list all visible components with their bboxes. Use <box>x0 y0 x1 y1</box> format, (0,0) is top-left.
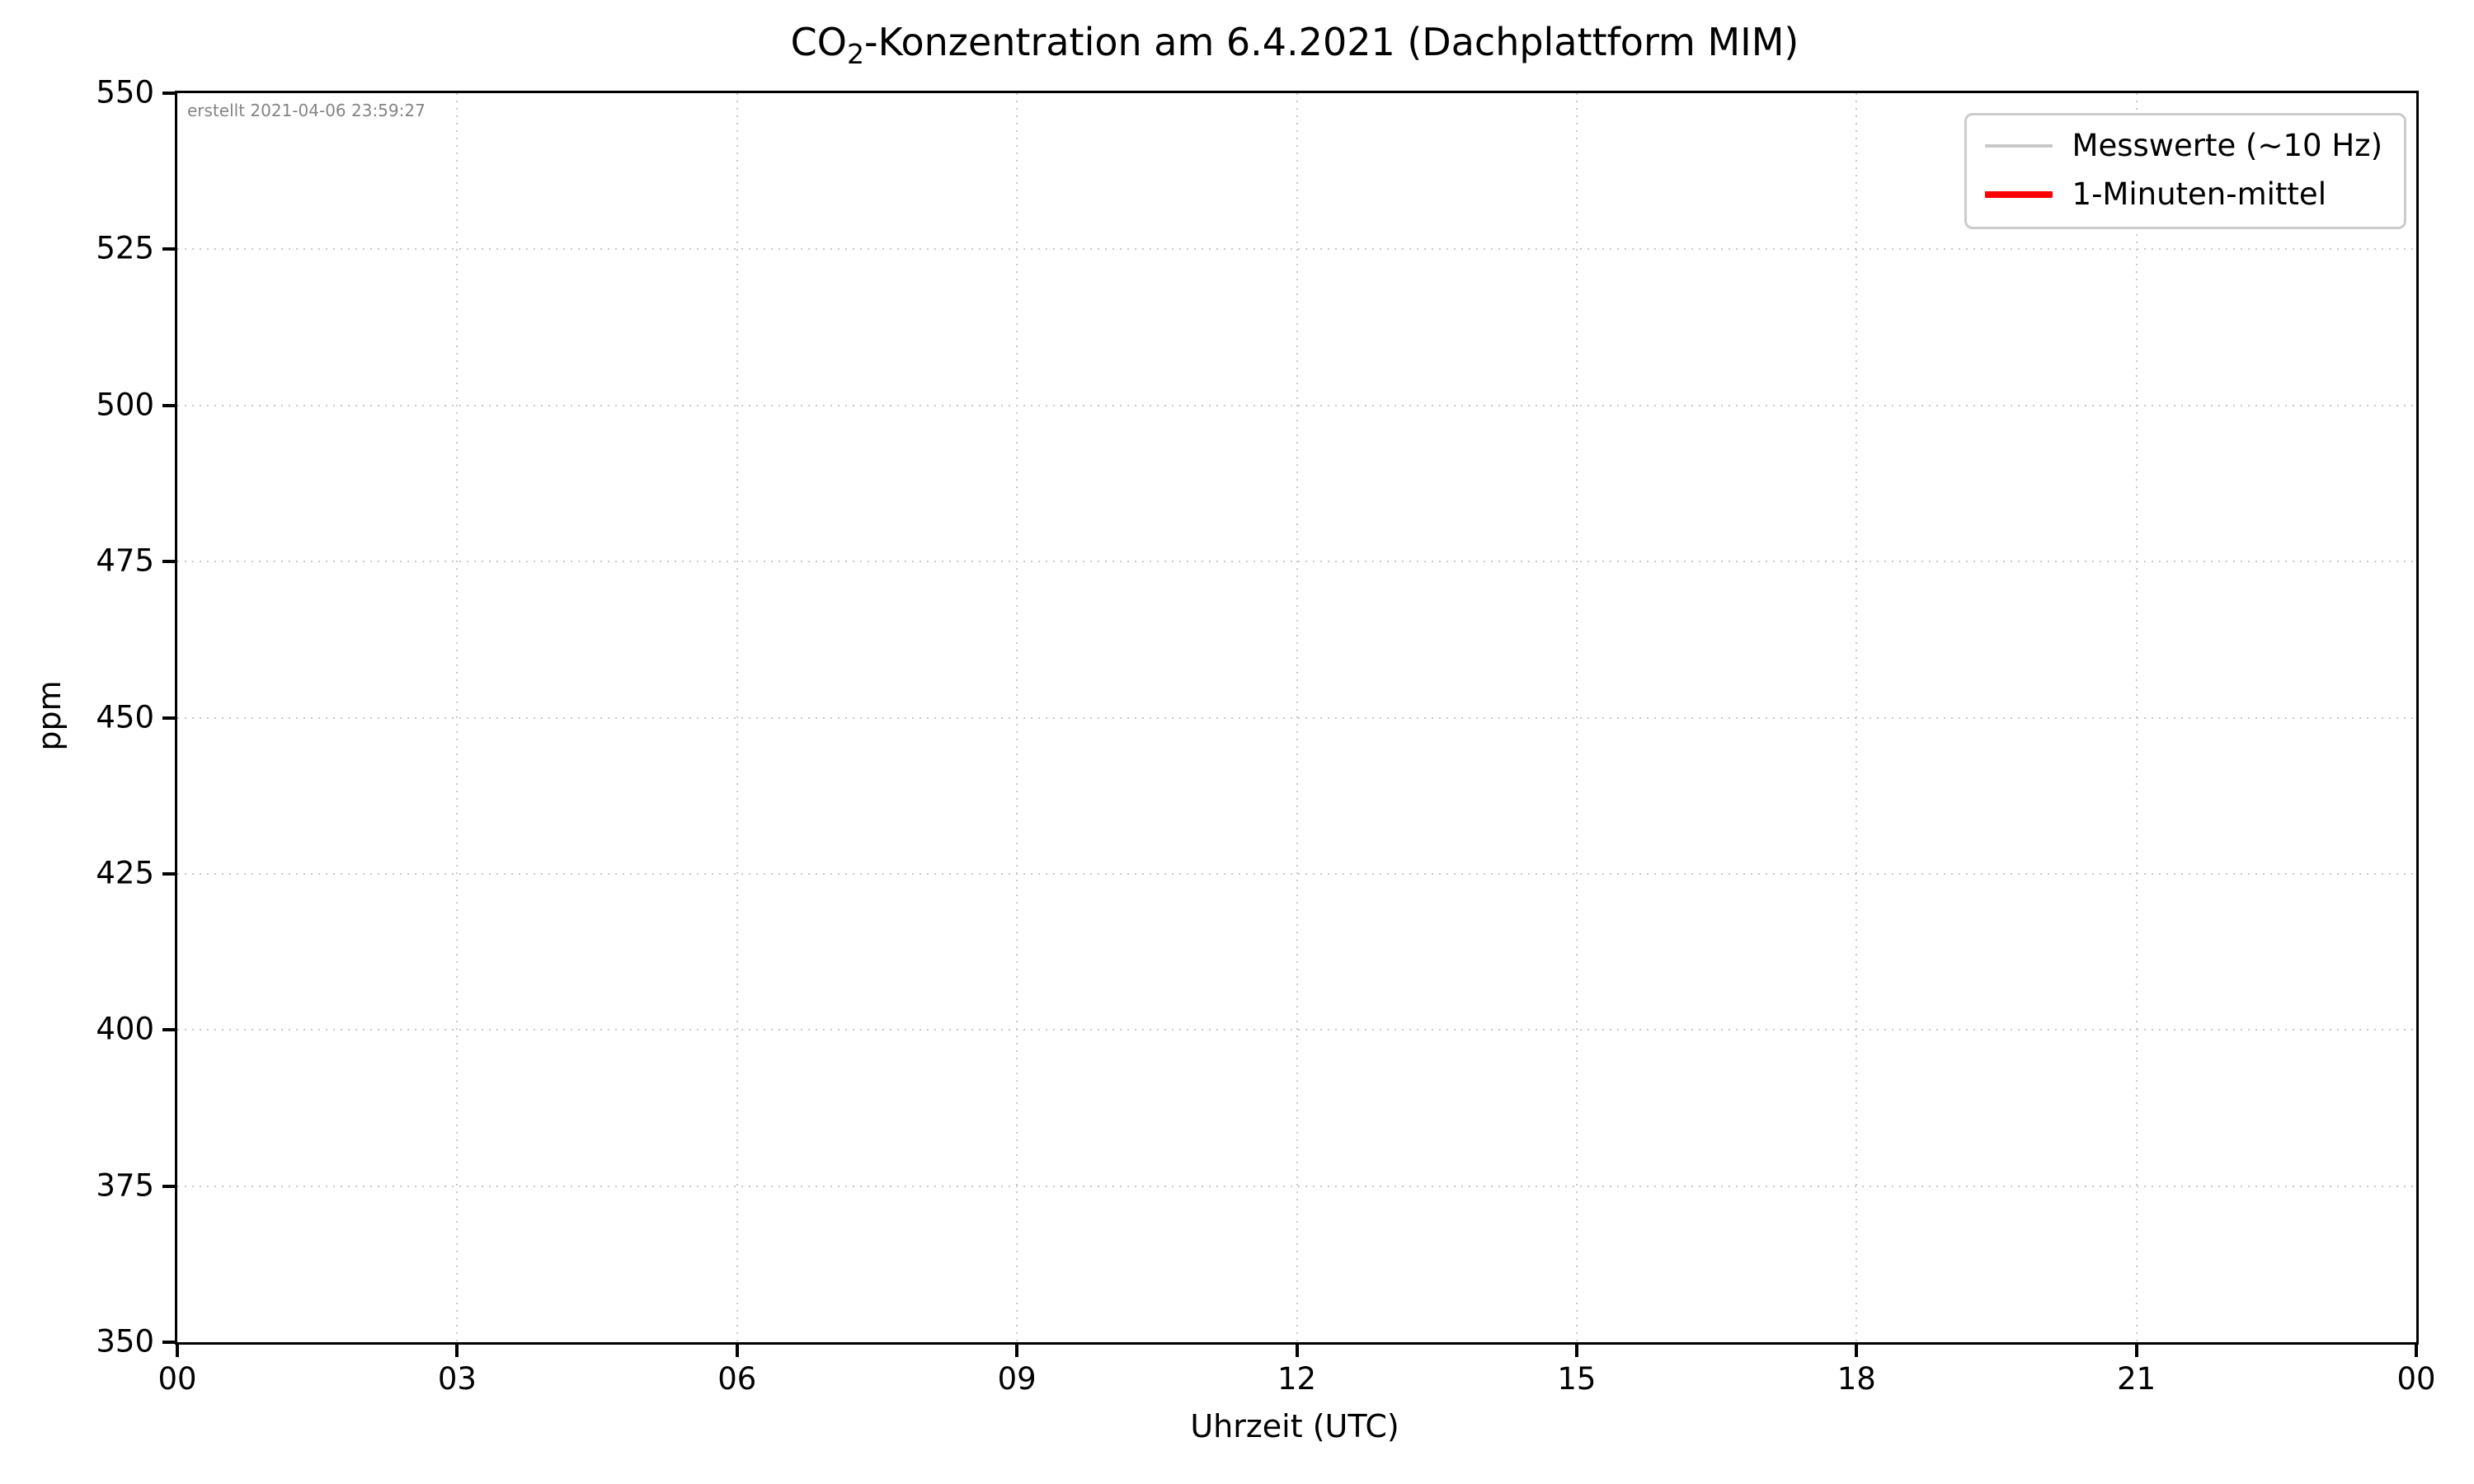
y-axis-label: ppm <box>31 680 68 751</box>
chart-title-subscript: 2 <box>846 37 865 70</box>
x-axis-label: Uhrzeit (UTC) <box>1190 1408 1399 1444</box>
y-tick-mark <box>162 403 175 407</box>
y-tick-mark <box>162 1184 175 1188</box>
x-tick-mark <box>455 1345 459 1357</box>
y-tick-label: 425 <box>96 855 154 891</box>
x-tick-label: 21 <box>2117 1361 2157 1397</box>
y-tick-label: 400 <box>96 1011 154 1047</box>
x-tick-mark <box>2415 1345 2418 1357</box>
y-tick-mark <box>162 247 175 251</box>
x-tick-mark <box>1574 1345 1578 1357</box>
x-tick-label: 06 <box>717 1361 757 1397</box>
y-tick-label: 500 <box>96 387 154 423</box>
x-tick-label: 12 <box>1277 1361 1317 1397</box>
y-tick-mark <box>162 871 175 876</box>
y-tick-label: 550 <box>96 74 154 110</box>
y-gridline <box>177 561 2416 563</box>
y-tick-mark <box>162 1028 175 1032</box>
y-tick-label: 525 <box>96 231 154 267</box>
y-gridline <box>177 1029 2416 1031</box>
y-gridline <box>177 1185 2416 1187</box>
x-tick-mark <box>735 1345 739 1357</box>
x-tick-mark <box>176 1345 179 1357</box>
chart-title: CO2-Konzentration am 6.4.2021 (Dachplatt… <box>791 20 1799 71</box>
y-tick-mark <box>162 92 175 95</box>
x-tick-label: 03 <box>437 1361 477 1397</box>
x-tick-label: 00 <box>158 1361 197 1397</box>
plot-area: erstellt 2021-04-06 23:59:27 Messwerte (… <box>96 76 2435 1396</box>
chart-title-prefix: CO <box>790 20 847 64</box>
y-tick-mark <box>162 560 175 564</box>
y-tick-label: 375 <box>96 1167 154 1204</box>
x-tick-mark <box>1295 1345 1299 1357</box>
y-tick-label: 475 <box>96 542 154 579</box>
y-gridline <box>177 404 2416 406</box>
legend-box: Messwerte (~10 Hz) 1-Minuten-mittel <box>1964 113 2406 230</box>
x-tick-label: 00 <box>2396 1361 2436 1397</box>
legend-line-sample-minutenmittel <box>1984 190 2053 198</box>
x-tick-label: 09 <box>997 1361 1037 1397</box>
legend-label-minutenmittel: 1-Minuten-mittel <box>2072 176 2326 212</box>
legend-label-messwerte: Messwerte (~10 Hz) <box>2072 128 2382 163</box>
x-tick-label: 15 <box>1557 1361 1597 1397</box>
y-gridline <box>177 716 2416 719</box>
y-tick-mark <box>162 1341 175 1344</box>
legend-row-minutenmittel: 1-Minuten-mittel <box>1984 176 2382 213</box>
x-tick-mark <box>1015 1345 1019 1357</box>
y-tick-label: 450 <box>96 699 154 735</box>
x-tick-mark <box>2134 1345 2138 1357</box>
y-gridline <box>177 872 2416 875</box>
y-gridline <box>177 248 2416 251</box>
chart-title-suffix: -Konzentration am 6.4.2021 (Dachplattfor… <box>864 20 1799 64</box>
y-tick-mark <box>162 716 175 720</box>
legend-row-messwerte: Messwerte (~10 Hz) <box>1984 128 2382 164</box>
x-tick-mark <box>1855 1345 1859 1357</box>
legend-line-sample-messwerte <box>1984 144 2053 148</box>
created-timestamp-annotation: erstellt 2021-04-06 23:59:27 <box>187 101 426 120</box>
x-tick-label: 18 <box>1837 1361 1876 1397</box>
y-tick-label: 350 <box>96 1323 154 1360</box>
